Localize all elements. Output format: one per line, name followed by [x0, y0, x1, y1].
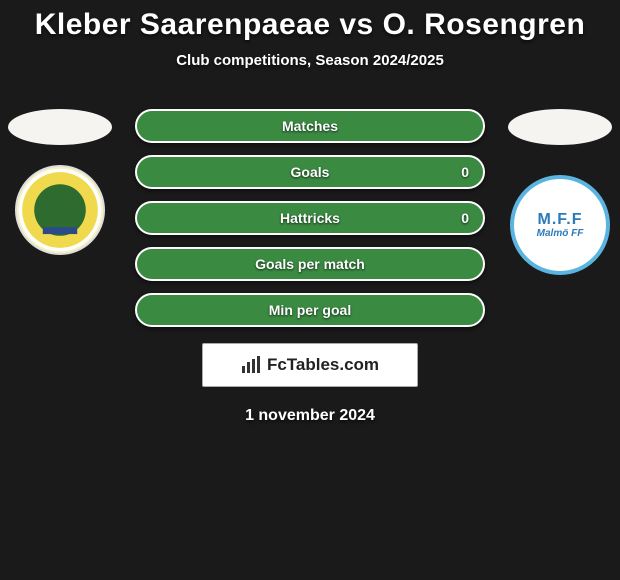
hammarby-crest-icon [17, 167, 103, 253]
stat-bar-matches: Matches [135, 109, 485, 143]
right-player-placeholder [508, 109, 612, 145]
stat-bar-goals: Goals 0 [135, 155, 485, 189]
bar-chart-icon [241, 356, 263, 374]
stat-bar-min-per-goal: Min per goal [135, 293, 485, 327]
right-player-col: M.F.F Malmö FF [508, 109, 612, 275]
stat-bar-goals-per-match: Goals per match [135, 247, 485, 281]
malmo-name: Malmö FF [537, 228, 584, 239]
malmo-abbrev: M.F.F [537, 211, 584, 229]
stats-bars: Matches Goals 0 Hattricks 0 Goals per ma… [135, 109, 485, 327]
malmo-logo: M.F.F Malmö FF [510, 175, 610, 275]
bar-value: 0 [461, 164, 469, 180]
subtitle: Club competitions, Season 2024/2025 [0, 52, 620, 69]
bar-label: Hattricks [280, 210, 340, 226]
page-title: Kleber Saarenpaeae vs O. Rosengren [0, 8, 620, 42]
bar-label: Matches [282, 118, 338, 134]
main-row: Matches Goals 0 Hattricks 0 Goals per ma… [0, 109, 620, 327]
hammarby-logo [15, 165, 105, 255]
brand-box[interactable]: FcTables.com [202, 343, 418, 387]
date-label: 1 november 2024 [0, 407, 620, 425]
brand-label: FcTables.com [267, 355, 379, 375]
bar-value: 0 [461, 210, 469, 226]
bar-label: Min per goal [269, 302, 351, 318]
bar-label: Goals per match [255, 256, 365, 272]
left-player-col [8, 109, 112, 255]
brand-text: FcTables.com [241, 355, 379, 375]
comparison-card: Kleber Saarenpaeae vs O. Rosengren Club … [0, 0, 620, 425]
bar-label: Goals [291, 164, 330, 180]
left-player-placeholder [8, 109, 112, 145]
stat-bar-hattricks: Hattricks 0 [135, 201, 485, 235]
malmo-crest-text: M.F.F Malmö FF [537, 211, 584, 240]
